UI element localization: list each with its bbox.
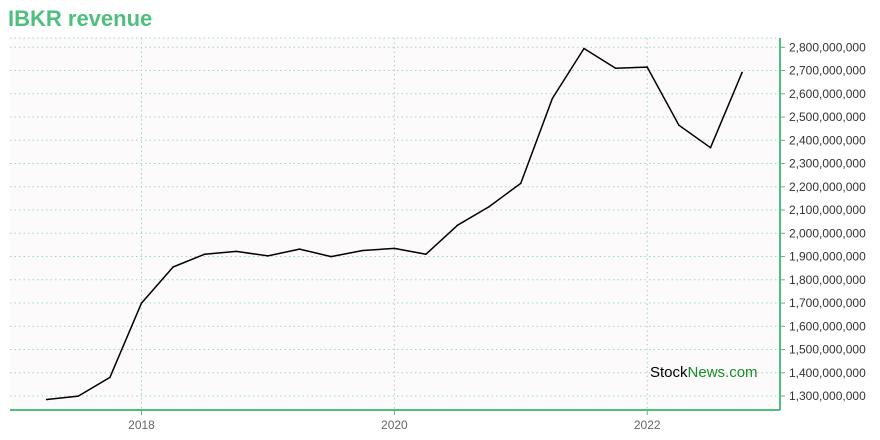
- watermark-part2: News.com: [687, 364, 758, 381]
- data-point: [425, 253, 427, 256]
- data-point: [77, 395, 80, 397]
- y-tick-label: 1,800,000,000: [789, 273, 866, 287]
- y-tick-label: 1,700,000,000: [789, 296, 866, 310]
- data-point: [172, 266, 174, 268]
- axes: [10, 38, 785, 415]
- chart-title: IBKR revenue: [8, 6, 153, 31]
- data-point: [267, 255, 269, 257]
- series-layer: [45, 47, 743, 401]
- data-point: [488, 205, 490, 208]
- x-tick-label: 2018: [128, 418, 155, 432]
- data-point: [235, 250, 238, 253]
- data-point: [678, 124, 680, 126]
- stocknews-watermark: StockNews.com: [650, 364, 758, 381]
- y-tick-label: 1,400,000,000: [789, 366, 866, 380]
- data-point: [203, 253, 206, 256]
- y-tick-label: 2,700,000,000: [789, 64, 866, 78]
- y-tick-label: 2,500,000,000: [789, 110, 866, 124]
- x-tick-label: 2022: [634, 418, 661, 432]
- data-point: [393, 247, 396, 250]
- data-point: [330, 255, 332, 258]
- data-point: [741, 71, 743, 74]
- data-point: [298, 248, 301, 250]
- x-tick-label: 2020: [381, 418, 408, 432]
- y-tick-label: 2,100,000,000: [789, 203, 866, 217]
- data-point: [646, 66, 649, 68]
- data-point: [361, 249, 364, 252]
- y-tick-label: 2,300,000,000: [789, 157, 866, 171]
- grid-lines: [10, 37, 780, 410]
- tick-labels: 1,300,000,000 1,400,000,000 1,500,000,000 1…: [128, 40, 866, 432]
- y-tick-label: 1,600,000,000: [789, 319, 866, 333]
- data-point: [551, 97, 554, 100]
- data-point: [140, 302, 143, 304]
- y-tick-label: 2,000,000,000: [789, 226, 866, 240]
- watermark-part1: Stock: [650, 364, 688, 381]
- data-point: [520, 182, 522, 185]
- plot-area: [10, 38, 780, 410]
- data-point: [109, 376, 111, 379]
- y-tick-label: 2,200,000,000: [789, 180, 866, 194]
- y-tick-label: 2,400,000,000: [789, 133, 866, 147]
- y-tick-label: 1,300,000,000: [789, 389, 866, 403]
- y-tick-label: 1,500,000,000: [789, 343, 866, 357]
- data-point: [583, 47, 585, 50]
- y-tick-label: 1,900,000,000: [789, 250, 866, 264]
- data-point: [709, 146, 712, 149]
- data-point: [614, 67, 617, 70]
- y-tick-label: 2,600,000,000: [789, 87, 866, 101]
- data-point: [45, 398, 48, 401]
- y-tick-label: 2,800,000,000: [789, 40, 866, 54]
- data-point: [456, 224, 459, 226]
